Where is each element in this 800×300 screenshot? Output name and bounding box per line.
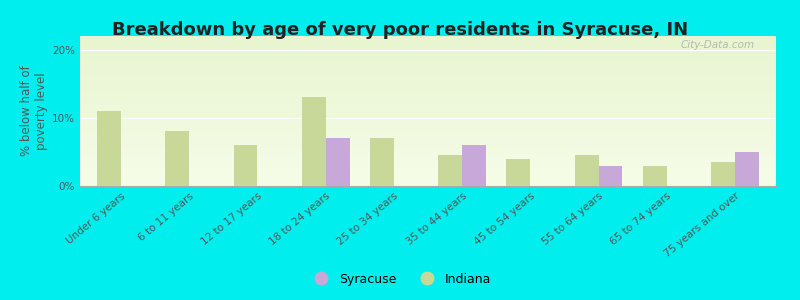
Bar	[302, 98, 326, 186]
Bar	[326, 138, 350, 186]
Bar	[370, 138, 394, 186]
Bar	[462, 145, 486, 186]
Bar	[234, 145, 258, 186]
Bar	[598, 166, 622, 186]
Bar	[735, 152, 759, 186]
Legend: Syracuse, Indiana: Syracuse, Indiana	[304, 268, 496, 291]
Text: Breakdown by age of very poor residents in Syracuse, IN: Breakdown by age of very poor residents …	[112, 21, 688, 39]
Text: City-Data.com: City-Data.com	[681, 40, 755, 50]
Bar	[506, 159, 530, 186]
Y-axis label: % below half of
poverty level: % below half of poverty level	[20, 66, 48, 156]
Bar	[438, 155, 462, 186]
Bar	[711, 162, 735, 186]
Bar	[574, 155, 598, 186]
Bar	[97, 111, 121, 186]
Bar	[643, 166, 667, 186]
Bar	[166, 131, 189, 186]
